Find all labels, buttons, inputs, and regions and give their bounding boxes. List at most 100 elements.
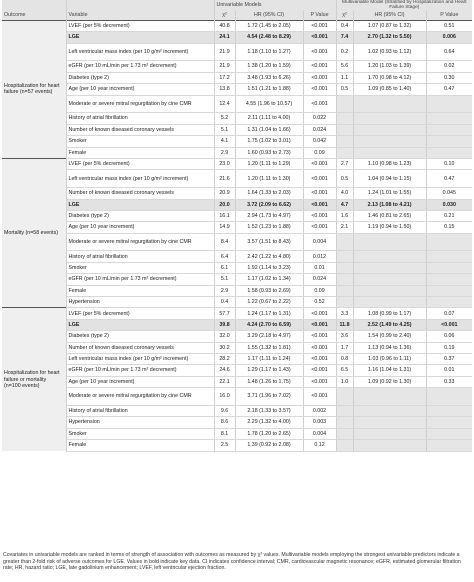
multivariable-p-cell [426, 124, 473, 137]
univariable-p-cell: 0.012 [303, 250, 337, 263]
multivariable-p-cell: 0.47 [426, 169, 473, 189]
univariable-hr-cell: 1.38 (1.20 to 1.59) [235, 60, 304, 73]
univariable-chi2-cell: 21.9 [214, 60, 236, 73]
variable-cell: Diabetes (type 2) [66, 330, 215, 343]
univariable-hr-cell: 2.11 (1.11 to 4.00) [235, 112, 304, 125]
table-row: History of atrial fibrillation 5.2 2.11 (1… [2, 112, 473, 125]
univariable-chi2-cell: 16.0 [214, 387, 236, 406]
table-row: Moderate or severe mitral regurgitation … [2, 95, 473, 114]
variable-cell: Number of known diseased coronary vessel… [66, 187, 215, 200]
univariable-chi2-cell: 0.4 [214, 296, 236, 309]
univariable-hr-cell: 1.48 (1.26 to 1.75) [235, 376, 304, 389]
univariable-p-cell: 0.003 [303, 416, 337, 429]
multivariable-hr-cell: 1.10 (0.98 to 1.23) [353, 157, 427, 171]
header-blank-outcome [2, 0, 67, 11]
univariable-chi2-cell: 40.8 [214, 19, 236, 33]
variable-cell: eGFR (per 10 mL/min per 1.73 m² decremen… [66, 364, 215, 377]
multivariable-p-cell: 0.01 [426, 364, 473, 377]
multivariable-chi2-cell: 1.7 [336, 342, 354, 355]
multivariable-chi2-cell: 3.6 [336, 330, 354, 343]
multivariable-chi2-cell: 7.4 [336, 31, 354, 44]
univariable-p-cell: <0.001 [303, 210, 337, 223]
multivariable-p-cell: 0.045 [426, 187, 473, 200]
univariable-hr-cell: 2.42 (1.22 to 4.80) [235, 250, 304, 263]
multivariable-chi2-cell [336, 405, 354, 418]
variable-cell: Female [66, 439, 215, 452]
univariable-hr-cell: 1.29 (1.17 to 1.43) [235, 364, 304, 377]
multivariable-p-cell: 0.21 [426, 210, 473, 223]
variable-cell: History of atrial fibrillation [66, 250, 215, 263]
multivariable-p-cell [426, 387, 473, 406]
multivariable-chi2-cell [336, 387, 354, 406]
multivariable-hr-cell [353, 428, 427, 441]
multivariable-chi2-cell: 0.2 [336, 43, 354, 62]
univariable-hr-cell: 2.94 (1.73 to 4.97) [235, 210, 304, 223]
table-row: Number of known diseased coronary vessel… [2, 187, 473, 200]
univariable-hr-cell: 1.18 (1.10 to 1.27) [235, 43, 304, 62]
multivariable-p-cell [426, 147, 473, 159]
multivariable-chi2-cell [336, 416, 354, 429]
multivariable-p-cell [426, 250, 473, 263]
univariable-hr-cell: 1.31 (1.04 to 1.66) [235, 124, 304, 137]
table-row: Female 2.5 1.39 (0.92 to 2.08) 0.12 [2, 439, 473, 452]
header-hr-multivariable: HR (95% CI) [353, 10, 427, 21]
univariable-hr-cell: 1.20 (1.11 to 1.30) [235, 169, 304, 189]
univariable-hr-cell: 1.17 (1.11 to 1.24) [235, 353, 304, 366]
variable-cell: Hypertension [66, 296, 215, 309]
multivariable-p-cell [426, 405, 473, 418]
variable-cell: LGE [66, 31, 215, 44]
table-row: Diabetes (type 2) 32.0 3.29 (2.18 to 4.97)… [2, 330, 473, 343]
multivariable-chi2-cell [336, 135, 354, 148]
univariable-p-cell: <0.001 [303, 221, 337, 234]
multivariable-p-cell [426, 135, 473, 148]
univariable-chi2-cell: 5.1 [214, 273, 236, 286]
multivariable-p-cell: 0.51 [426, 19, 473, 33]
header-hr-univariable: HR (95% CI) [235, 10, 304, 21]
multivariable-hr-cell [353, 416, 427, 429]
multivariable-hr-cell: 2.13 (1.08 to 4.21) [353, 199, 427, 211]
univariable-p-cell: <0.001 [303, 353, 337, 366]
variable-cell: Left ventricular mass index (per 10 g/m²… [66, 43, 215, 62]
univariable-hr-cell: 1.64 (1.33 to 2.03) [235, 187, 304, 200]
multivariable-hr-cell [353, 285, 427, 298]
multivariable-chi2-cell: 2.7 [336, 157, 354, 171]
univariable-p-cell: 0.01 [303, 262, 337, 275]
univariable-hr-cell: 1.75 (1.02 to 3.01) [235, 135, 304, 148]
univariable-chi2-cell: 2.9 [214, 147, 236, 159]
multivariable-p-cell: 0.030 [426, 199, 473, 211]
multivariable-chi2-cell: 5.6 [336, 60, 354, 73]
multivariable-chi2-cell [336, 273, 354, 286]
multivariable-hr-cell: 1.09 (0.92 to 1.30) [353, 376, 427, 389]
multivariable-chi2-cell [336, 428, 354, 441]
outcome-label: Mortality (n=58 events) [2, 157, 67, 308]
multivariable-chi2-cell [336, 233, 354, 252]
univariable-hr-cell: 3.29 (2.18 to 4.97) [235, 330, 304, 343]
variable-cell: Left ventricular mass index (per 10 g/m²… [66, 169, 215, 189]
univariable-p-cell: <0.001 [303, 19, 337, 33]
variable-cell: Age (per 10 year increment) [66, 83, 215, 96]
univariable-chi2-cell: 22.1 [214, 376, 236, 389]
univariable-p-cell: <0.001 [303, 43, 337, 62]
table-row: Number of known diseased coronary vessel… [2, 342, 473, 355]
multivariable-chi2-cell: 4.0 [336, 187, 354, 200]
variable-cell: Female [66, 147, 215, 159]
variable-cell: Diabetes (type 2) [66, 72, 215, 85]
variable-cell: eGFR (per 10 mL/min per 1.73 m² decremen… [66, 273, 215, 286]
multivariable-hr-cell [353, 95, 427, 114]
univariable-p-cell: 0.042 [303, 135, 337, 148]
univariable-chi2-cell: 12.4 [214, 95, 236, 114]
table-row: eGFR (per 10 mL/min per 1.73 m² decremen… [2, 60, 473, 73]
multivariable-hr-cell [353, 112, 427, 125]
variable-cell: Moderate or severe mitral regurgitation … [66, 95, 215, 114]
univariable-chi2-cell: 5.2 [214, 112, 236, 125]
univariable-chi2-cell: 24.6 [214, 364, 236, 377]
variable-cell: Smoker [66, 262, 215, 275]
table-row: LGE 24.1 4.54 (2.48 to 8.29) <0.001 7.4 2.70 … [2, 31, 473, 44]
multivariable-p-cell [426, 285, 473, 298]
univariable-p-cell: <0.001 [303, 83, 337, 96]
header-univariable: Univariable Models [214, 0, 337, 11]
univariable-chi2-cell: 14.9 [214, 221, 236, 234]
multivariable-p-cell: 0.006 [426, 31, 473, 44]
univariable-hr-cell: 3.72 (2.09 to 6.62) [235, 199, 304, 211]
multivariable-p-cell: 0.19 [426, 342, 473, 355]
